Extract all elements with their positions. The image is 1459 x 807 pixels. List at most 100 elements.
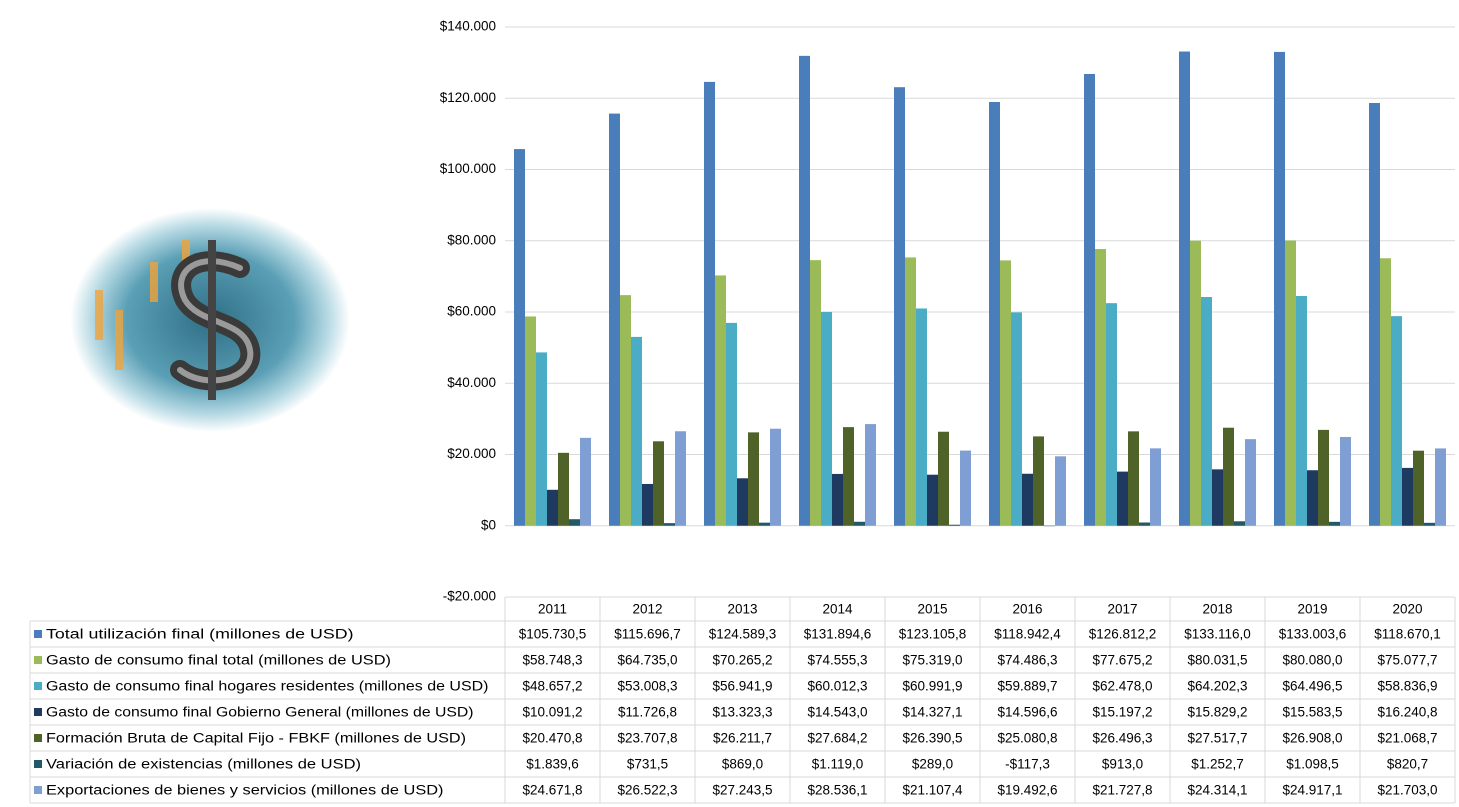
table-value: $75.319,0 [902, 653, 962, 668]
bar [737, 478, 748, 526]
bar [631, 336, 642, 526]
bar [843, 427, 854, 526]
bar [1424, 522, 1435, 526]
bar [1318, 429, 1329, 526]
table-value: $64.202,3 [1187, 679, 1247, 694]
bar [642, 483, 653, 526]
table-value: $21.727,8 [1092, 783, 1152, 798]
legend-swatch [34, 708, 42, 716]
table-value: $27.243,5 [712, 783, 772, 798]
table-value: $913,0 [1102, 757, 1143, 772]
decorative-image [70, 208, 350, 432]
bar [569, 519, 580, 526]
table-value: $124.589,3 [709, 627, 777, 642]
bar [1022, 473, 1033, 526]
table-value: $133.116,0 [1184, 627, 1251, 642]
bar [1139, 522, 1150, 526]
bar [1011, 312, 1022, 526]
bar [514, 149, 525, 526]
table-value: $24.917,1 [1282, 783, 1342, 798]
legend-label: Gasto de consumo final hogares residente… [46, 679, 489, 694]
table-value: $15.829,2 [1187, 705, 1247, 720]
table-value: $11.726,8 [618, 705, 677, 720]
bar [810, 260, 821, 526]
bar [1150, 448, 1161, 526]
bar [854, 521, 865, 526]
bar [1413, 450, 1424, 526]
bar [832, 473, 843, 526]
legend-label: Gasto de consumo final Gobierno General … [46, 705, 474, 720]
table-value: $59.889,7 [997, 679, 1057, 694]
bar [1084, 73, 1095, 526]
table-value: $26.522,3 [617, 783, 677, 798]
table-value: $21.107,4 [902, 783, 963, 798]
legend-label: Total utilización final (millones de USD… [46, 627, 354, 642]
table-value: $26.390,5 [902, 731, 962, 746]
bar [905, 257, 916, 526]
table-value: $21.068,7 [1377, 731, 1437, 746]
table-value: $105.730,5 [519, 627, 587, 642]
bar [916, 308, 927, 526]
table-value: $58.836,9 [1377, 679, 1437, 694]
y-tick-label: $20.000 [447, 446, 496, 461]
table-value: $58.748,3 [522, 653, 582, 668]
table-value: $15.197,2 [1092, 705, 1152, 720]
table-value: $74.486,3 [997, 653, 1057, 668]
bar [1095, 249, 1106, 526]
table-value: $289,0 [912, 757, 953, 772]
legend-swatch [34, 786, 42, 794]
y-tick-label: $80.000 [447, 232, 496, 247]
table-value: $15.583,5 [1282, 705, 1342, 720]
table-value: $1.098,5 [1286, 757, 1339, 772]
bar [1285, 240, 1296, 526]
bar [799, 55, 810, 526]
table-value: $115.696,7 [614, 627, 681, 642]
bar [1033, 436, 1044, 526]
y-tick-label: $60.000 [447, 304, 496, 319]
bar [759, 522, 770, 526]
table-value: $1.839,6 [526, 757, 579, 772]
table-value: $24.314,1 [1187, 783, 1247, 798]
bar [1128, 431, 1139, 526]
bar [704, 81, 715, 526]
table-value: $75.077,7 [1377, 653, 1437, 668]
table-value: $27.684,2 [807, 731, 867, 746]
bar [664, 523, 675, 526]
table-value: $1.119,0 [812, 757, 864, 772]
legend-label: Gasto de consumo final total (millones d… [46, 653, 391, 668]
bar [609, 113, 620, 526]
table-header: 2017 [1107, 602, 1137, 617]
table-header: 2015 [917, 602, 947, 617]
table-value: $74.555,3 [807, 653, 867, 668]
legend-swatch [34, 734, 42, 742]
table-value: $14.543,0 [807, 705, 867, 720]
bar [770, 428, 781, 526]
table-value: $70.265,2 [712, 653, 772, 668]
legend-swatch [34, 682, 42, 690]
table-value: $10.091,2 [522, 705, 582, 720]
table-value: $731,5 [627, 757, 668, 772]
table-header: 2012 [632, 602, 662, 617]
bar [1402, 467, 1413, 526]
table-value: $19.492,6 [997, 783, 1057, 798]
bar [748, 432, 759, 526]
table-value: $24.671,8 [522, 783, 582, 798]
bar [1380, 258, 1391, 526]
bar [865, 424, 876, 526]
bar [1000, 260, 1011, 526]
bar [1435, 448, 1446, 526]
bar [1117, 471, 1128, 526]
bar [1201, 297, 1212, 526]
y-tick-label: $100.000 [440, 161, 496, 176]
bar [715, 275, 726, 526]
table-value: $133.003,6 [1279, 627, 1347, 642]
table-value: $118.670,1 [1374, 627, 1441, 642]
bar [525, 316, 536, 526]
table-header: 2019 [1297, 602, 1327, 617]
table-value: $62.478,0 [1092, 679, 1152, 694]
legend-label: Variación de existencias (millones de US… [46, 757, 361, 772]
bar [620, 295, 631, 526]
table-value: $25.080,8 [997, 731, 1057, 746]
bar [1223, 427, 1234, 526]
